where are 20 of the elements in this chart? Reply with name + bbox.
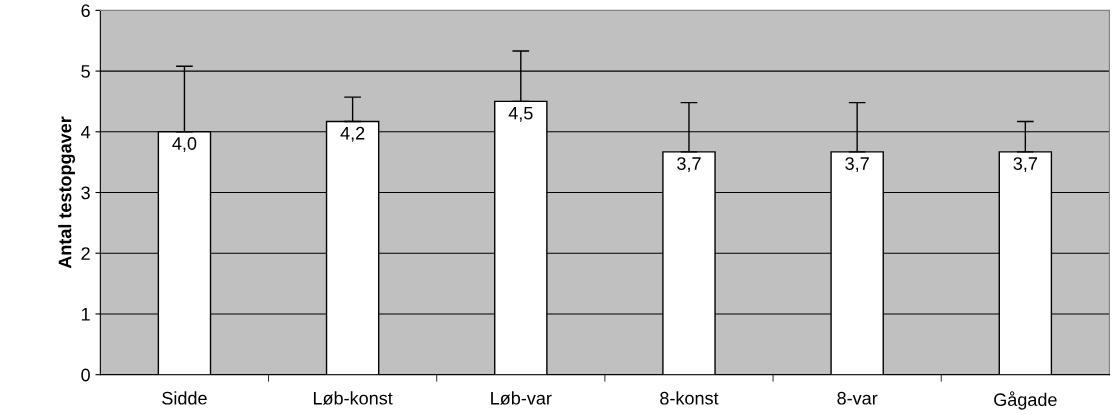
data-label: 4,2 [340, 126, 365, 142]
x-tick-label: 8-konst [660, 391, 719, 405]
data-label: 3,7 [845, 157, 869, 173]
data-label: 4,5 [508, 106, 533, 122]
x-tick-label: 8-var [837, 391, 878, 405]
y-axis-title: Antal testopgaver [58, 116, 76, 269]
y-tick-label: 6 [81, 4, 90, 18]
x-tick-label: Løb-konst [313, 391, 393, 405]
y-tick-label: 1 [81, 308, 90, 321]
data-label: 3,7 [677, 157, 701, 173]
y-tick-label: 0 [81, 368, 90, 382]
data-label: 3,7 [1013, 157, 1037, 173]
x-tick-label: Sidde [162, 391, 207, 405]
y-tick-label: 3 [81, 186, 90, 200]
x-tick-label: Løb-var [491, 391, 552, 405]
y-tick-label: 5 [81, 65, 90, 78]
y-tick-label: 2 [81, 247, 90, 260]
y-tick-label: 4 [81, 125, 91, 139]
x-tick-label: Gågade [994, 391, 1057, 410]
data-label: 4,0 [172, 137, 197, 153]
